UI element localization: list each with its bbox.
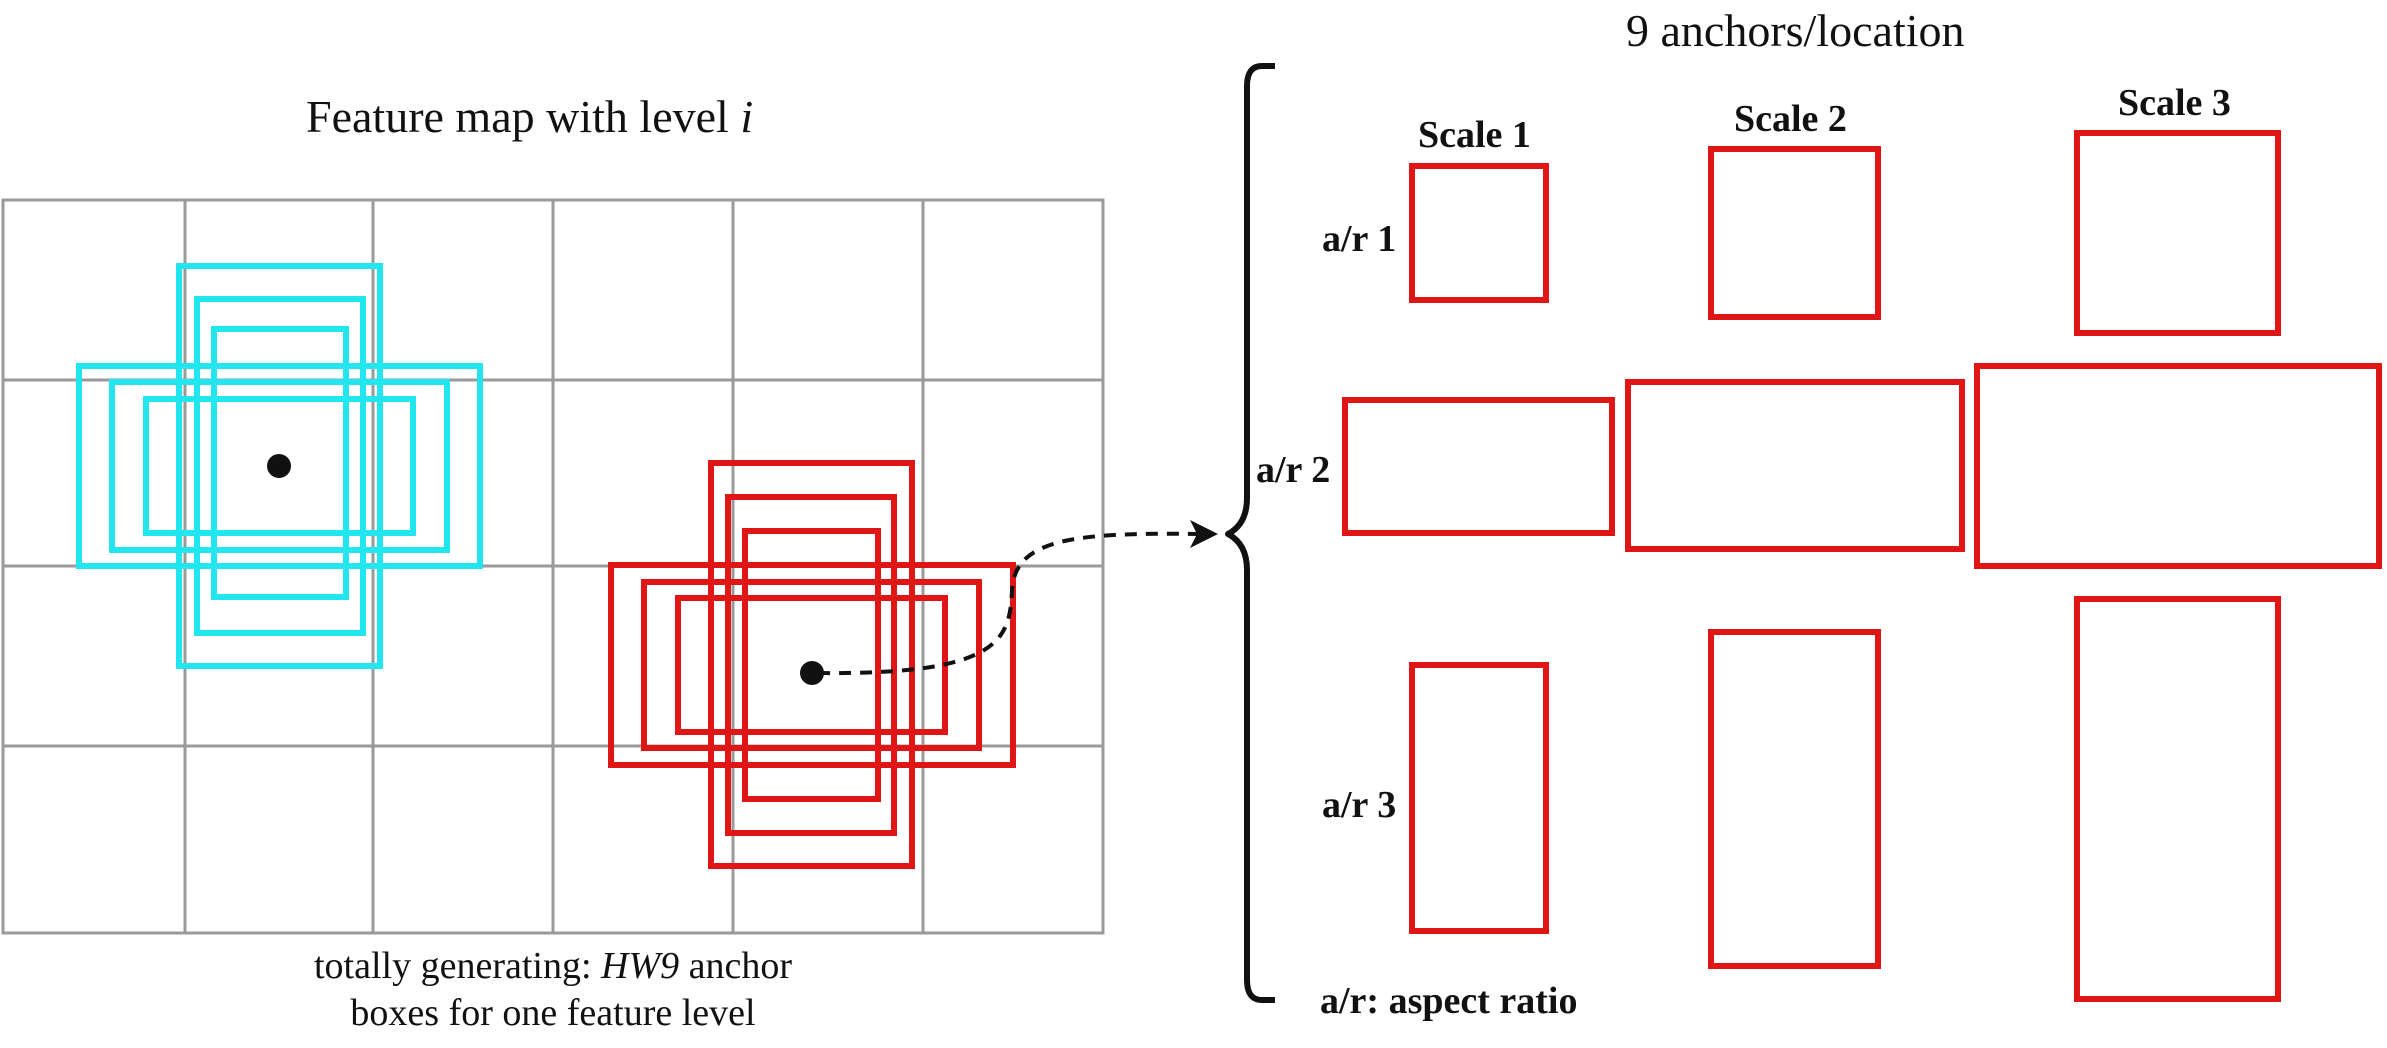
anchor-scale3-ar3 (2074, 596, 2281, 1002)
ratio-label-2: a/r 2 (1256, 449, 1331, 491)
caption-italic: HW9 (601, 945, 680, 987)
anchor-scale3-ar2 (1974, 363, 2382, 569)
anchor-box (76, 363, 483, 569)
anchor-scale2-ar2 (1625, 379, 1965, 552)
anchor-box (742, 528, 881, 802)
anchor-box (176, 263, 383, 669)
anchor-box (708, 460, 915, 869)
aspect-ratio-footnote: a/r: aspect ratio (1320, 980, 1578, 1022)
nine-anchor-grid (1342, 130, 2382, 1002)
anchor-box (641, 579, 982, 751)
feature-map-caption-line2: boxes for one feature level (350, 992, 756, 1034)
scale-label-3: Scale 3 (2118, 82, 2231, 124)
anchor-box (109, 379, 450, 553)
anchor-scale1-ar1 (1409, 163, 1549, 303)
anchor-scale2-ar3 (1708, 629, 1881, 969)
scale-label-1: Scale 1 (1418, 114, 1531, 156)
anchor-center-point (800, 661, 824, 685)
anchors-panel-title: 9 anchors/location (1626, 5, 1965, 56)
ratio-label-3: a/r 3 (1322, 784, 1397, 826)
anchor-box (143, 396, 416, 536)
ratio-label-1: a/r 1 (1322, 218, 1397, 260)
feature-map-grid (1, 198, 1105, 935)
curly-brace (1225, 63, 1275, 1003)
caption-suffix: anchor (679, 945, 793, 987)
anchor-box (608, 562, 1016, 768)
anchor-scale2-ar1 (1708, 146, 1881, 320)
anchor-box (725, 494, 897, 836)
dashed-connector-arrow (817, 531, 1201, 676)
anchor-box (194, 296, 366, 636)
feature-map-title-text: Feature map with level (306, 91, 741, 142)
anchor-set-cyan (76, 263, 483, 669)
anchor-scale1-ar3 (1409, 662, 1549, 934)
feature-map-caption-line1: totally generating: HW9 anchor (314, 947, 792, 985)
caption-prefix: totally generating: (313, 945, 602, 987)
scale-label-2: Scale 2 (1734, 98, 1847, 140)
anchor-box (211, 326, 349, 600)
feature-map-title: Feature map with level i (306, 94, 753, 140)
anchor-center-point (267, 454, 291, 478)
anchor-scale3-ar1 (2074, 130, 2281, 336)
feature-map-title-italic: i (740, 91, 754, 142)
arrowhead-icon (1190, 520, 1218, 548)
anchor-scale1-ar2 (1342, 397, 1615, 536)
